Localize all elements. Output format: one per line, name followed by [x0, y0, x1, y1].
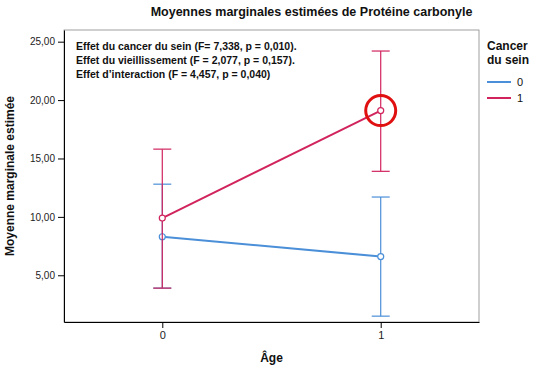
x-tick-mark: [162, 322, 163, 328]
y-axis-line: [64, 31, 65, 323]
series-line: [162, 111, 380, 218]
legend-swatch: [487, 97, 511, 99]
point: [159, 215, 165, 221]
y-tick-label: 20,00: [30, 95, 55, 106]
y-tick-label: 5,00: [36, 270, 56, 281]
x-tick-label: 0: [160, 329, 166, 341]
x-tick: 1: [378, 322, 384, 341]
annotation: Effet d’interaction (F = 4,457, p = 0,04…: [76, 68, 270, 80]
marks: [153, 51, 389, 316]
x-tick-label: 1: [378, 329, 384, 341]
error-cap-high: [153, 149, 171, 150]
y-axis-title: Moyenne marginale estimée: [3, 96, 17, 256]
series: [153, 51, 389, 288]
error-cap-high: [372, 196, 390, 197]
chart: 5,0010,0015,0020,0025,0001Effet du cance…: [0, 0, 551, 372]
x-tick-mark: [381, 322, 382, 328]
annotation: Effet du cancer du sein (F= 7,338, p = 0…: [76, 40, 297, 52]
y-axis: 5,00 10,00 15,00 20,00 25,00: [30, 31, 65, 323]
x-axis-title: Âge: [260, 350, 283, 365]
y-tick-label: 10,00: [30, 212, 55, 223]
legend-label: 0: [517, 76, 523, 88]
x-axis-line: [65, 322, 480, 323]
legend-label: 1: [517, 92, 523, 104]
title: Moyennes marginales estimées de Protéine…: [151, 5, 473, 19]
plot-frame: [64, 30, 479, 322]
legend: Cancerdu sein 0 1: [487, 39, 529, 104]
y-tick-label: 15,00: [30, 153, 55, 164]
y-tick-mark: [58, 42, 64, 43]
legend-title: Cancerdu sein: [487, 39, 529, 67]
point: [378, 254, 384, 260]
error-cap-low: [153, 288, 171, 289]
error-cap-low: [372, 171, 390, 172]
annotation: Effet du vieillissement (F = 2,077, p = …: [76, 54, 295, 66]
x-tick: 0: [160, 322, 166, 341]
point: [378, 108, 384, 114]
error-cap-low: [372, 316, 390, 317]
highlight-circle: [366, 96, 396, 126]
y-tick-mark: [58, 275, 64, 276]
y-tick-mark: [58, 217, 64, 218]
error-cap-high: [372, 50, 390, 51]
y-tick: 10,00: [30, 212, 64, 223]
error-cap-low: [153, 288, 171, 289]
legend-swatch: [487, 81, 511, 83]
y-tick-mark: [58, 100, 64, 101]
y-tick-mark: [58, 158, 64, 159]
y-tick-label: 25,00: [30, 36, 55, 47]
y-tick: 20,00: [30, 95, 64, 106]
series-line: [162, 237, 380, 257]
y-tick: 15,00: [30, 153, 64, 164]
plot: 5,0010,0015,0020,0025,0001Effet du cance…: [30, 30, 480, 341]
x-axis: 01: [65, 322, 480, 341]
y-tick: 25,00: [30, 36, 64, 47]
y-tick: 5,00: [36, 270, 64, 281]
